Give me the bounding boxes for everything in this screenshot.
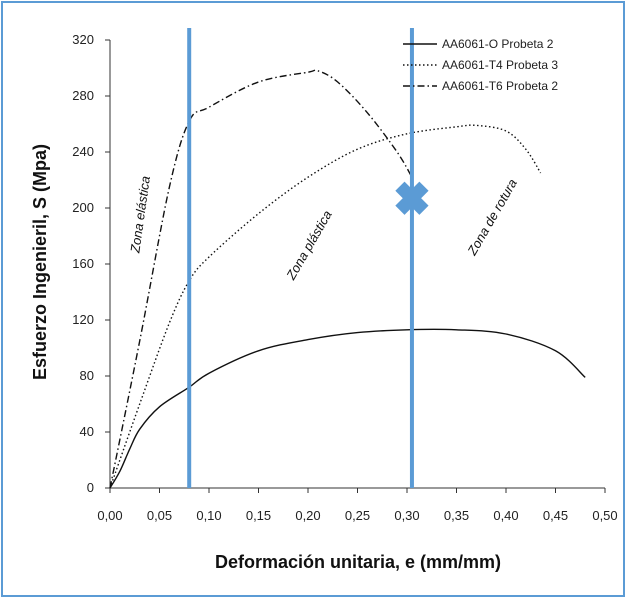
zone-label: Zona elástica bbox=[127, 175, 153, 255]
y-axis-title: Esfuerzo Ingenieril, S (Mpa) bbox=[30, 144, 50, 380]
legend-label: AA6061-T4 Probeta 3 bbox=[442, 58, 558, 72]
x-tick-label: 0,40 bbox=[493, 508, 518, 523]
x-tick-label: 0,15 bbox=[246, 508, 271, 523]
y-tick-label: 0 bbox=[87, 480, 94, 495]
x-tick-label: 0,25 bbox=[345, 508, 370, 523]
y-tick-label: 40 bbox=[80, 424, 94, 439]
legend-label: AA6061-O Probeta 2 bbox=[442, 37, 554, 51]
y-tick-label: 280 bbox=[72, 88, 94, 103]
legend-label: AA6061-T6 Probeta 2 bbox=[442, 79, 558, 93]
zone-label: Zona de rotura bbox=[464, 176, 520, 258]
curves bbox=[109, 69, 586, 489]
series-line-3 bbox=[109, 69, 413, 489]
y-tick-label: 240 bbox=[72, 144, 94, 159]
zone-labels: Zona elástica Zona plástica Zona de rotura bbox=[127, 175, 520, 283]
series-line-2 bbox=[109, 124, 542, 489]
tick-labels: 0,00 0,05 0,10 0,15 0,20 0,25 0,30 0,35 0,40 0,45… bbox=[72, 32, 617, 523]
series-line-1 bbox=[109, 328, 586, 489]
x-axis-title: Deformación unitaria, e (mm/mm) bbox=[215, 552, 501, 572]
zone-divider-lines bbox=[187, 28, 414, 488]
x-tick-label: 0,45 bbox=[543, 508, 568, 523]
x-tick-label: 0,50 bbox=[592, 508, 617, 523]
y-tick-label: 200 bbox=[72, 200, 94, 215]
y-tick-label: 120 bbox=[72, 312, 94, 327]
legend: AA6061-O Probeta 2 AA6061-T4 Probeta 3 AA6… bbox=[403, 37, 558, 93]
fracture-x-icon bbox=[395, 181, 429, 215]
x-tick-label: 0,00 bbox=[97, 508, 122, 523]
y-tick-label: 160 bbox=[72, 256, 94, 271]
zone-label: Zona plástica bbox=[283, 208, 335, 283]
x-tick-label: 0,05 bbox=[147, 508, 172, 523]
x-bar bbox=[395, 181, 429, 215]
x-tick-label: 0,30 bbox=[394, 508, 419, 523]
x-tick-label: 0,35 bbox=[444, 508, 469, 523]
y-tick-label: 80 bbox=[80, 368, 94, 383]
fracture-marker bbox=[395, 181, 429, 215]
x-tick-label: 0,10 bbox=[196, 508, 221, 523]
x-tick-label: 0,20 bbox=[295, 508, 320, 523]
axes bbox=[105, 39, 606, 493]
y-tick-label: 320 bbox=[72, 32, 94, 47]
